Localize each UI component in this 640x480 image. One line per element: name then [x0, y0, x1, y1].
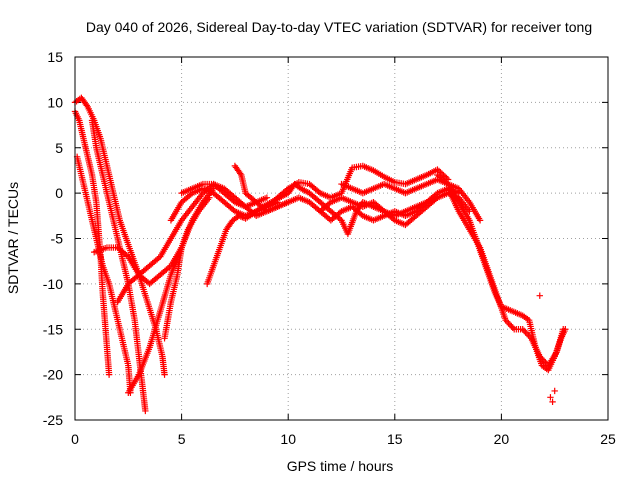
y-tick-label: -20 — [43, 367, 63, 383]
data-point-marker — [263, 194, 271, 201]
y-tick-label: -25 — [43, 412, 63, 428]
data-point-marker — [105, 371, 113, 378]
data-point-marker — [539, 356, 546, 363]
y-tick-label: -10 — [43, 276, 63, 292]
chart-title: Day 040 of 2026, Sidereal Day-to-day VTE… — [86, 19, 592, 35]
data-point-marker — [536, 353, 543, 360]
data-point-marker — [432, 195, 440, 203]
data-point-marker — [336, 209, 344, 216]
y-axis-label: SDTVAR / TECUs — [5, 182, 21, 294]
data-point-marker — [525, 332, 532, 339]
data-point-marker — [434, 194, 441, 201]
x-tick-label: 10 — [280, 431, 296, 447]
data-point-marker — [83, 102, 90, 109]
data-point-marker — [502, 316, 509, 324]
y-tick-label: 5 — [55, 140, 63, 156]
data-point-marker — [230, 197, 237, 205]
data-point-marker — [336, 215, 344, 223]
data-point-marker — [549, 398, 556, 406]
x-tick-label: 15 — [387, 431, 403, 447]
data-point-marker — [547, 394, 554, 401]
data-point-marker — [509, 324, 516, 331]
x-tick-label: 5 — [178, 431, 186, 447]
x-tick-label: 20 — [494, 431, 510, 447]
data-point-marker — [526, 333, 534, 341]
data-point-marker — [283, 186, 290, 194]
data-point-marker — [503, 318, 511, 325]
data-point-marker — [390, 215, 397, 223]
x-tick-labels: 0 5 10 15 20 25 — [71, 431, 616, 447]
data-point-marker — [505, 320, 512, 327]
axis-ticks — [74, 56, 609, 421]
grid — [75, 57, 608, 420]
data-point-marker — [551, 387, 558, 395]
data-point-marker — [537, 354, 545, 362]
y-tick-label: 0 — [55, 185, 63, 201]
data-point-marker — [536, 292, 543, 299]
data-point-marker — [522, 329, 529, 336]
data-point-marker — [476, 217, 484, 224]
data-point-marker — [161, 371, 168, 378]
data-point-marker — [142, 407, 149, 415]
data-point-marker — [540, 357, 548, 365]
plot-frame — [74, 56, 609, 421]
data-point-marker — [519, 326, 526, 333]
data-point-marker — [523, 330, 531, 337]
y-tick-label: -5 — [51, 231, 64, 247]
data-point-marker — [434, 166, 441, 173]
data-point-marker — [508, 323, 515, 330]
x-tick-label: 25 — [600, 431, 616, 447]
y-tick-labels: -25 -20 -15 -10 -5 0 5 10 15 — [43, 49, 63, 428]
data-point-marker — [230, 206, 237, 214]
data-points — [71, 94, 569, 415]
data-point-marker — [326, 200, 333, 207]
x-axis-label: GPS time / hours — [287, 458, 394, 474]
x-tick-label: 0 — [71, 431, 79, 447]
data-point-marker — [206, 194, 213, 201]
data-point-marker — [506, 321, 514, 328]
data-point-marker — [520, 327, 528, 334]
data-point-marker — [315, 188, 322, 196]
y-tick-label: 10 — [47, 94, 63, 110]
data-point-marker — [358, 211, 365, 218]
data-point-marker — [560, 326, 567, 333]
data-point-marker — [237, 170, 244, 177]
y-tick-label: -15 — [43, 321, 63, 337]
y-tick-label: 15 — [47, 49, 63, 65]
